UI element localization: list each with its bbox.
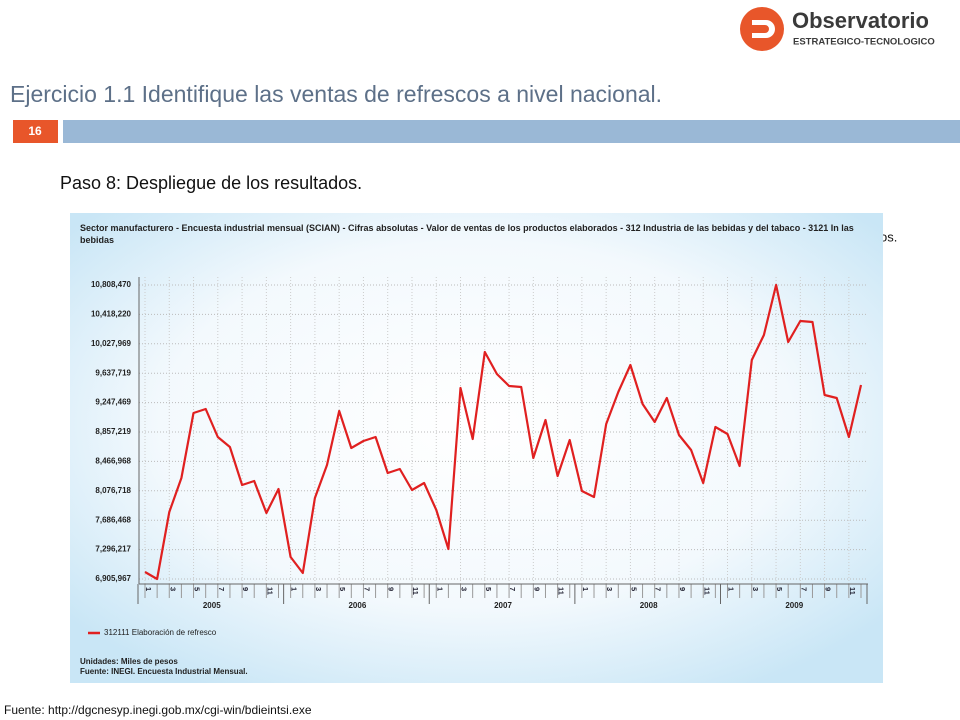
year-label: 2006 bbox=[348, 601, 366, 610]
year-label: 2009 bbox=[785, 601, 803, 610]
x-tick-label: 9 bbox=[241, 587, 250, 591]
x-tick-label: 3 bbox=[751, 587, 760, 591]
y-tick-label: 8,857,219 bbox=[95, 427, 131, 436]
x-tick-label: 9 bbox=[678, 587, 687, 591]
slide-number-box bbox=[13, 120, 58, 143]
x-tick-label: 11 bbox=[411, 587, 420, 595]
x-tick-label: 1 bbox=[144, 587, 153, 591]
x-tick-label: 7 bbox=[799, 587, 808, 591]
slide-title: Ejercicio 1.1 Identifique las ventas de … bbox=[10, 81, 662, 107]
logo-glyph bbox=[752, 20, 775, 38]
legend-label: 312111 Elaboración de refresco bbox=[104, 628, 217, 637]
chart: 6,905,967 7,296,217 7,686,468 8,076,718 8,46… bbox=[80, 277, 868, 676]
y-tick-label: 6,905,967 bbox=[95, 574, 131, 583]
logo-subtitle: ESTRATEGICO-TECNOLOGICO bbox=[793, 37, 935, 48]
x-tick-label: 11 bbox=[265, 587, 274, 595]
x-tick-label: 3 bbox=[605, 587, 614, 591]
y-tick-label: 10,808,470 bbox=[91, 280, 132, 289]
year-label: 2005 bbox=[203, 601, 221, 610]
x-tick-label: 5 bbox=[484, 587, 493, 591]
x-tick-label: 11 bbox=[702, 587, 711, 595]
y-tick-label: 9,637,719 bbox=[95, 368, 131, 377]
y-tick-label: 8,076,718 bbox=[95, 486, 131, 495]
chart-background bbox=[70, 213, 883, 683]
y-tick-label: 9,247,469 bbox=[95, 398, 131, 407]
x-tick-label: 1 bbox=[435, 587, 444, 591]
chart-note: Unidades: Miles de pesos bbox=[80, 657, 178, 666]
header-bar bbox=[63, 120, 960, 143]
logo-icon bbox=[740, 7, 784, 51]
x-tick-label: 5 bbox=[629, 587, 638, 591]
year-label: 2008 bbox=[640, 601, 658, 610]
x-tick-label: 11 bbox=[557, 587, 566, 595]
data-line bbox=[144, 283, 863, 581]
year-label: 2007 bbox=[494, 601, 512, 610]
y-tick-label: 10,418,220 bbox=[91, 310, 132, 319]
chart-title: Sector manufacturero - Encuesta industri… bbox=[80, 223, 854, 245]
x-tick-label: 3 bbox=[168, 587, 177, 591]
source-text: Fuente: http://dgcnesyp.inegi.gob.mx/cgi… bbox=[4, 703, 312, 717]
chart-note: Fuente: INEGI. Encuesta Industrial Mensu… bbox=[80, 667, 248, 676]
x-tick-label: 11 bbox=[848, 587, 857, 595]
y-tick-label: 7,296,217 bbox=[95, 545, 131, 554]
x-tick-label: 9 bbox=[532, 587, 541, 591]
slide-number: 16 bbox=[28, 124, 42, 138]
y-tick-label: 8,466,968 bbox=[95, 457, 131, 466]
logo-name: Observatorio bbox=[792, 8, 929, 33]
x-tick-label: 7 bbox=[508, 587, 517, 591]
x-tick-label: 1 bbox=[290, 587, 299, 591]
x-tick-label: 9 bbox=[387, 587, 396, 591]
x-tick-label: 9 bbox=[824, 587, 833, 591]
x-tick-label: 5 bbox=[338, 587, 347, 591]
occluded-text: os. bbox=[880, 229, 897, 244]
x-tick-label: 7 bbox=[362, 587, 371, 591]
x-tick-label: 5 bbox=[775, 587, 784, 591]
x-tick-label: 1 bbox=[581, 587, 590, 591]
x-tick-label: 3 bbox=[460, 587, 469, 591]
x-tick-label: 3 bbox=[314, 587, 323, 591]
x-tick-label: 1 bbox=[727, 587, 736, 591]
y-tick-label: 7,686,468 bbox=[95, 515, 131, 524]
x-tick-label: 7 bbox=[654, 587, 663, 591]
x-tick-label: 5 bbox=[193, 587, 202, 591]
step-text: Paso 8: Despliegue de los resultados. bbox=[60, 173, 362, 193]
x-tick-label: 7 bbox=[217, 587, 226, 591]
y-tick-label: 10,027,969 bbox=[91, 339, 132, 348]
